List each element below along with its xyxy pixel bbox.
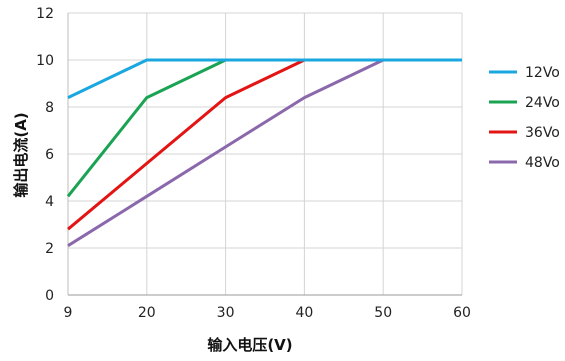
legend-item-36vo: 36Vo [489, 125, 560, 141]
series-line-48vo [67, 58, 462, 247]
y-tick-label: 10 [36, 53, 54, 69]
x-tick-label: 60 [453, 305, 471, 321]
legend-label: 36Vo [525, 125, 560, 141]
y-tick-label: 12 [36, 6, 54, 22]
x-tick-label: 20 [138, 305, 156, 321]
x-tick-label: 40 [295, 305, 313, 321]
series-lines [66, 58, 462, 247]
y-tick-label: 0 [45, 288, 54, 304]
legend-label: 48Vo [525, 155, 560, 171]
legend-item-48vo: 48Vo [489, 155, 560, 171]
legend-item-12vo: 12Vo [489, 65, 560, 81]
y-tick-label: 6 [45, 147, 54, 163]
x-tick-label: 9 [64, 305, 73, 321]
y-axis-title: 输出电流(A) [12, 112, 30, 197]
series-line-12vo [67, 58, 462, 99]
legend-label: 12Vo [525, 65, 560, 81]
series-line-36vo [67, 58, 462, 231]
grid-lines [67, 12, 463, 296]
y-tick-label: 2 [45, 241, 54, 257]
x-axis-ticks: 9 20 30 40 50 60 [64, 305, 471, 321]
legend-label: 24Vo [525, 95, 560, 111]
y-tick-label: 4 [45, 194, 54, 210]
x-tick-label: 30 [217, 305, 235, 321]
x-tick-label: 50 [374, 305, 392, 321]
x-axis-title: 输入电压(V) [207, 336, 292, 354]
y-axis-ticks: 0 2 4 6 8 10 12 [36, 6, 54, 304]
y-tick-label: 8 [45, 100, 54, 116]
legend-item-24vo: 24Vo [489, 95, 560, 111]
legend: 12Vo 24Vo 36Vo 48Vo [489, 65, 560, 171]
plot-area [67, 13, 462, 296]
